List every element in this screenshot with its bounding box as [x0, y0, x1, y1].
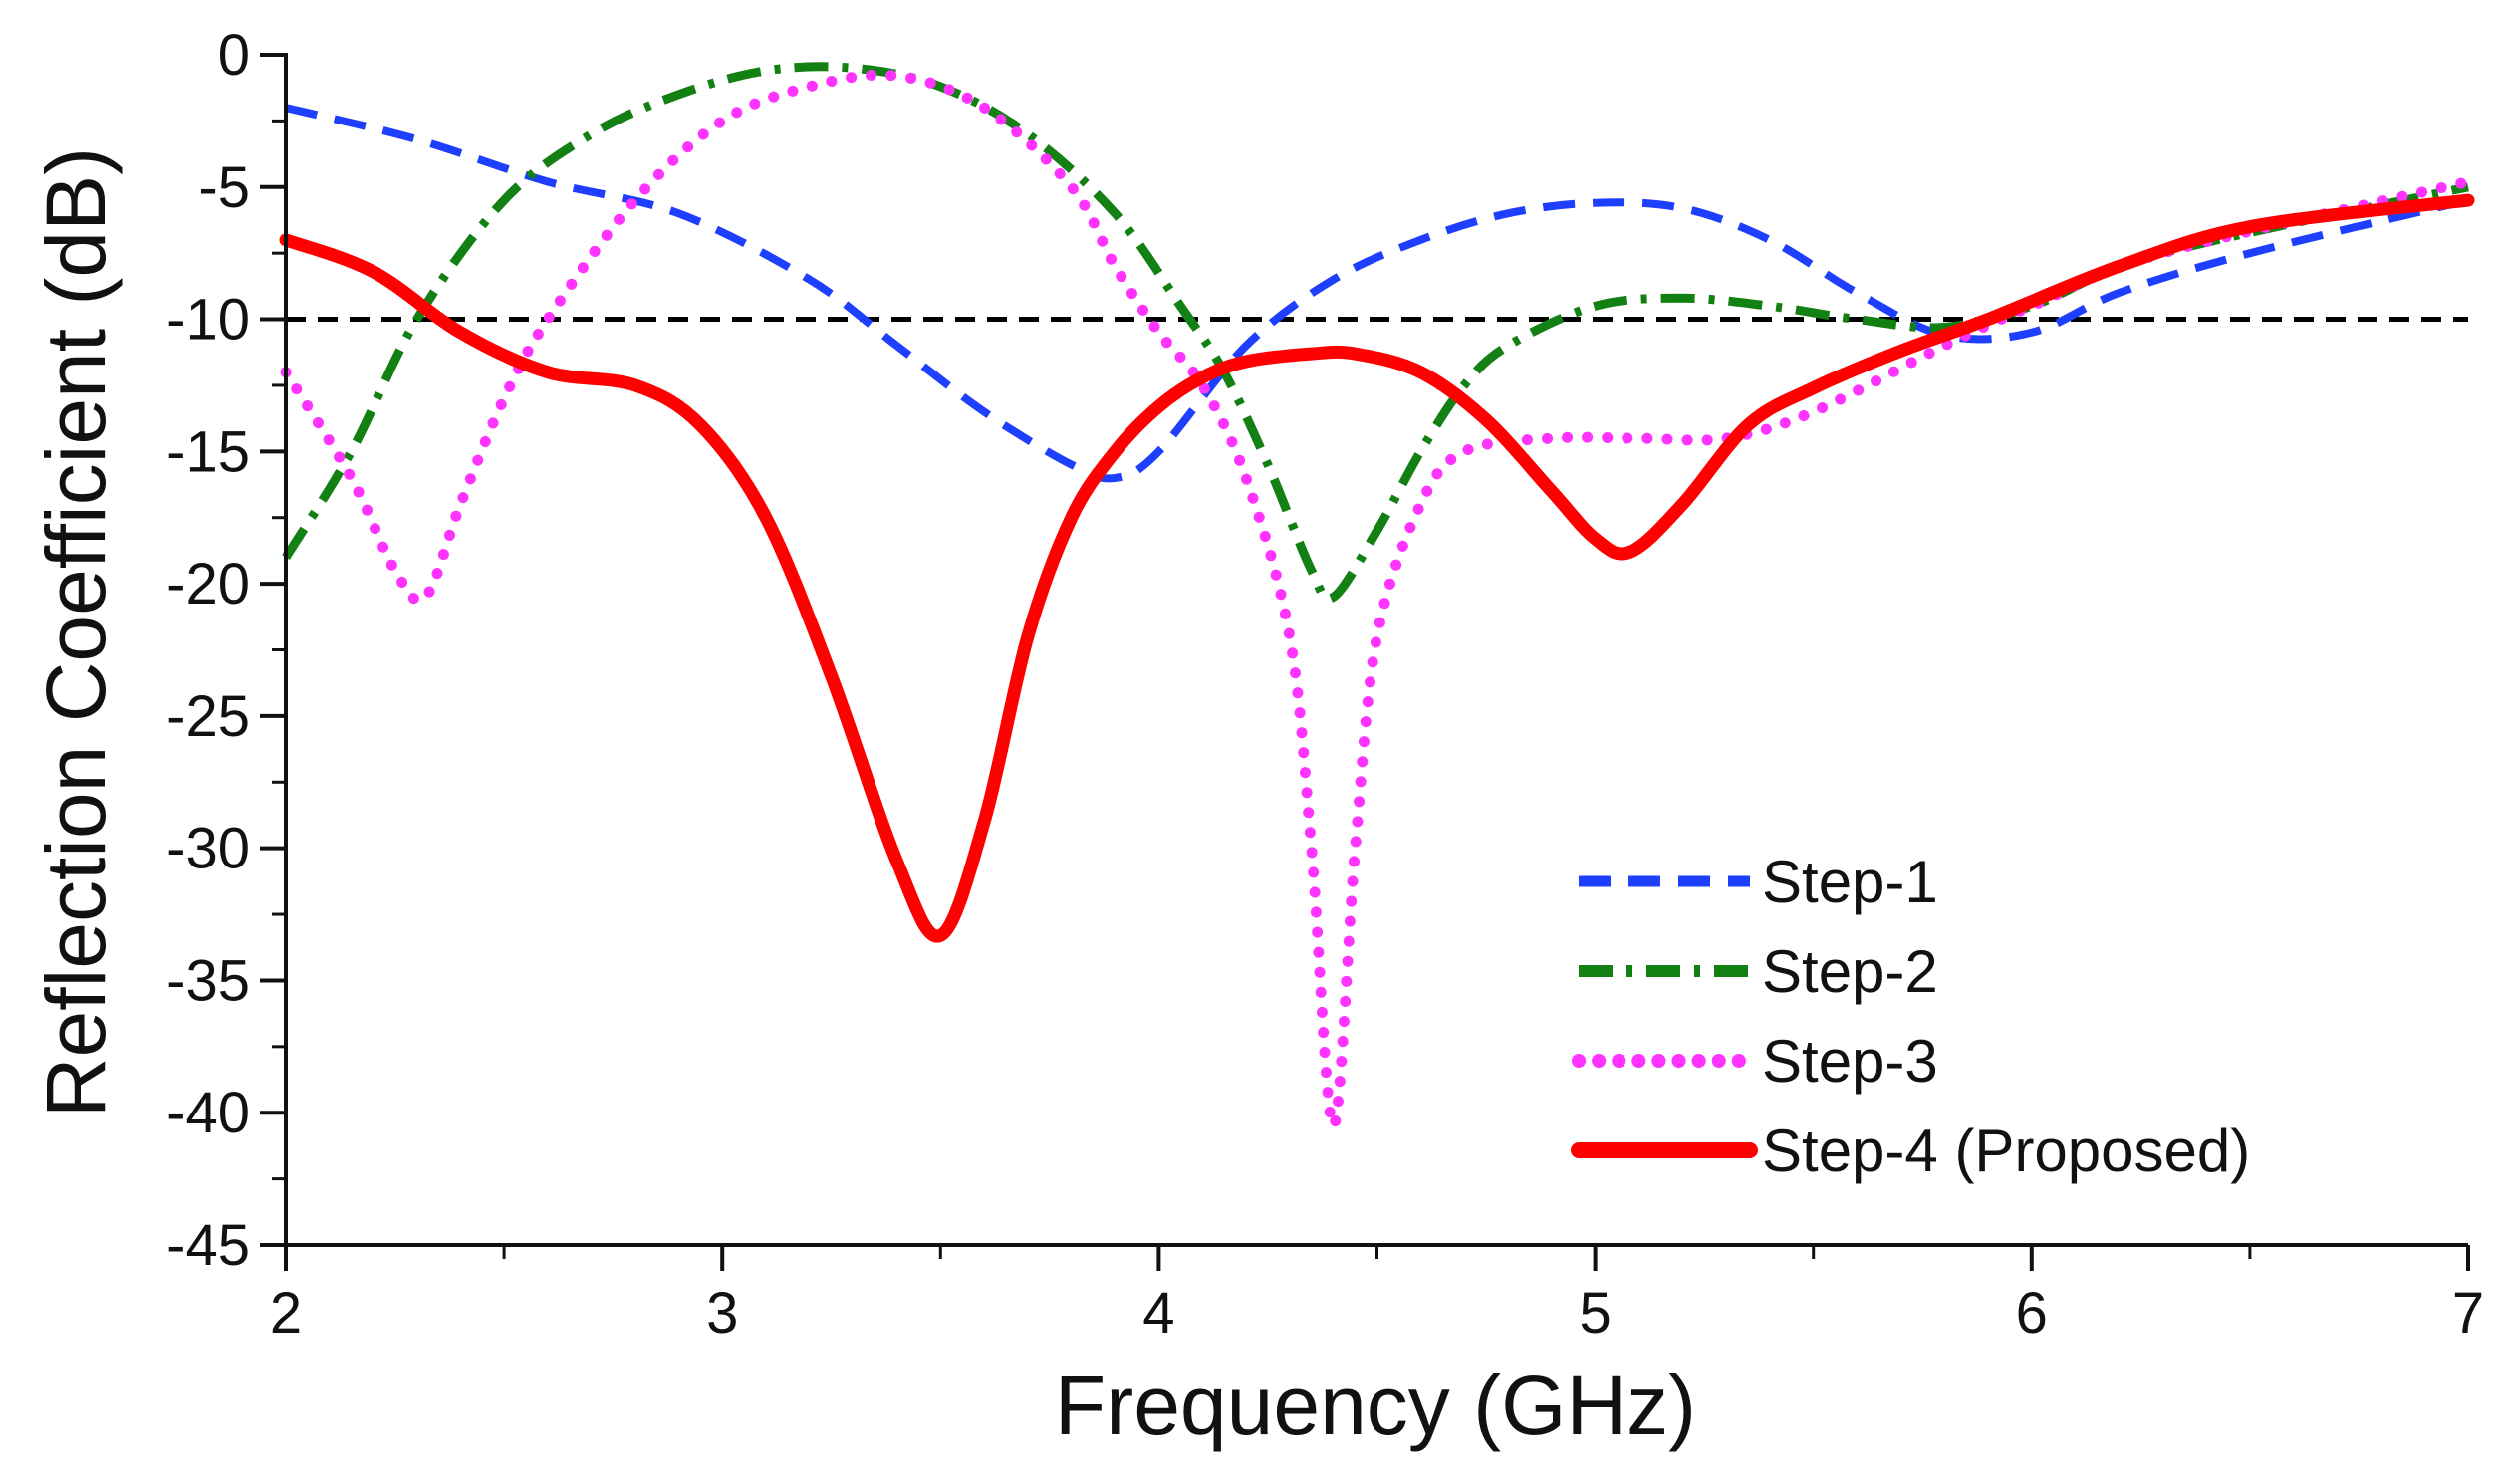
y-axis-title: Reflection Coefficient (dB)	[29, 147, 123, 1117]
legend-label-step-1: Step-1	[1762, 849, 1938, 915]
x-tick-label: 3	[706, 1281, 738, 1346]
axes-layer: 2 3 4 5 6 7 0 -5 -10 -15 -20 -25 -30 -35 -40 -45	[166, 23, 2484, 1346]
y-tick-label: -5	[198, 155, 250, 220]
x-tick-label: 4	[1142, 1281, 1174, 1346]
x-tick-label: 5	[1579, 1281, 1611, 1346]
y-tick-label: -40	[166, 1081, 250, 1145]
legend: Step-1 Step-2 Step-3 Step-4 (Proposed)	[1571, 849, 2250, 1184]
x-axis-title: Frequency (GHz)	[1055, 1359, 1696, 1452]
x-tick-label: 6	[2016, 1281, 2048, 1346]
y-tick-label: -15	[166, 419, 250, 484]
y-tick-label: -10	[166, 288, 250, 353]
y-tick-label: -25	[166, 684, 250, 749]
legend-label-step-4: Step-4 (Proposed)	[1762, 1117, 2250, 1184]
series-line-step-4	[279, 193, 2475, 943]
x-tick-label: 2	[270, 1281, 302, 1346]
y-tick-label: -20	[166, 552, 250, 617]
series-line-step-1	[285, 104, 2469, 483]
y-tick-label: -35	[166, 948, 250, 1013]
y-tick-label: -30	[166, 817, 250, 881]
x-tick-label: 7	[2452, 1281, 2484, 1346]
legend-label-step-3: Step-3	[1762, 1028, 1938, 1095]
series-line-step-3	[280, 69, 2474, 1131]
series-line-step-2	[282, 62, 2469, 604]
legend-label-step-2: Step-2	[1762, 938, 1938, 1005]
series-layer	[279, 62, 2475, 1131]
y-tick-label: 0	[218, 23, 250, 88]
y-tick-label: -45	[166, 1213, 250, 1278]
